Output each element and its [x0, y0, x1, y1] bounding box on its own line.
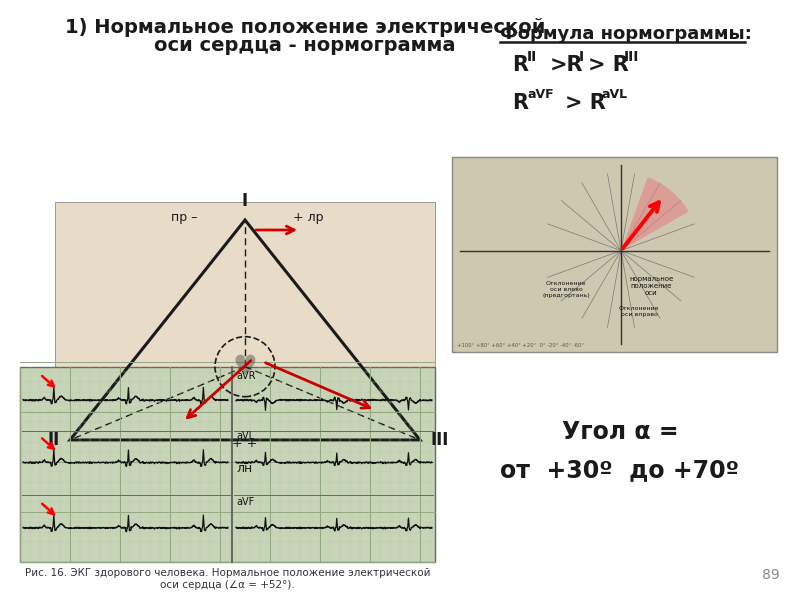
Text: нормальное
положение
оси: нормальное положение оси: [629, 276, 673, 296]
Text: Угол α =: Угол α =: [562, 420, 678, 444]
Polygon shape: [621, 178, 689, 251]
Text: от  +30º  до +70º: от +30º до +70º: [501, 458, 739, 482]
Text: III: III: [624, 50, 639, 64]
Bar: [20, 367, 435, 562]
Text: R: R: [512, 93, 528, 113]
Text: оси сердца (∠α = +52°).: оси сердца (∠α = +52°).: [160, 580, 295, 590]
Text: Отклонение
оси вправо: Отклонение оси вправо: [618, 306, 659, 317]
Polygon shape: [55, 202, 435, 458]
Text: + +: + +: [232, 437, 258, 450]
Text: I: I: [242, 192, 248, 210]
Text: Отклонение
оси влево
(предгортань): Отклонение оси влево (предгортань): [542, 281, 590, 298]
Text: > R: > R: [588, 55, 629, 75]
Text: R: R: [512, 55, 528, 75]
Bar: [452, 157, 777, 352]
Text: II: II: [527, 50, 538, 64]
Text: ♥: ♥: [233, 353, 258, 380]
Text: aVL: aVL: [601, 88, 627, 101]
Text: лн: лн: [237, 462, 253, 475]
Text: II: II: [48, 431, 60, 449]
Text: I: I: [579, 50, 584, 64]
Text: >R: >R: [550, 55, 583, 75]
Text: пр –: пр –: [170, 211, 197, 224]
Text: Рис. 16. ЭКГ здорового человека. Нормальное положение электрической: Рис. 16. ЭКГ здорового человека. Нормаль…: [25, 568, 430, 578]
Text: оси сердца - нормограмма: оси сердца - нормограмма: [154, 36, 456, 55]
Text: III: III: [430, 431, 448, 449]
Text: aVL: aVL: [236, 431, 254, 442]
Text: Формула нормограммы:: Формула нормограммы:: [500, 25, 752, 43]
Text: aVF: aVF: [527, 88, 554, 101]
Text: + лр: + лр: [293, 211, 323, 224]
Text: aVF: aVF: [236, 497, 254, 507]
Text: aVR: aVR: [236, 371, 255, 381]
Text: 89: 89: [762, 568, 780, 582]
Text: 1) Нормальное положение электрической: 1) Нормальное положение электрической: [65, 18, 545, 37]
Text: +100° +80° +60° +40° +20°  0° -20° -40° -60°: +100° +80° +60° +40° +20° 0° -20° -40° -…: [457, 343, 584, 348]
Text: > R: > R: [565, 93, 606, 113]
